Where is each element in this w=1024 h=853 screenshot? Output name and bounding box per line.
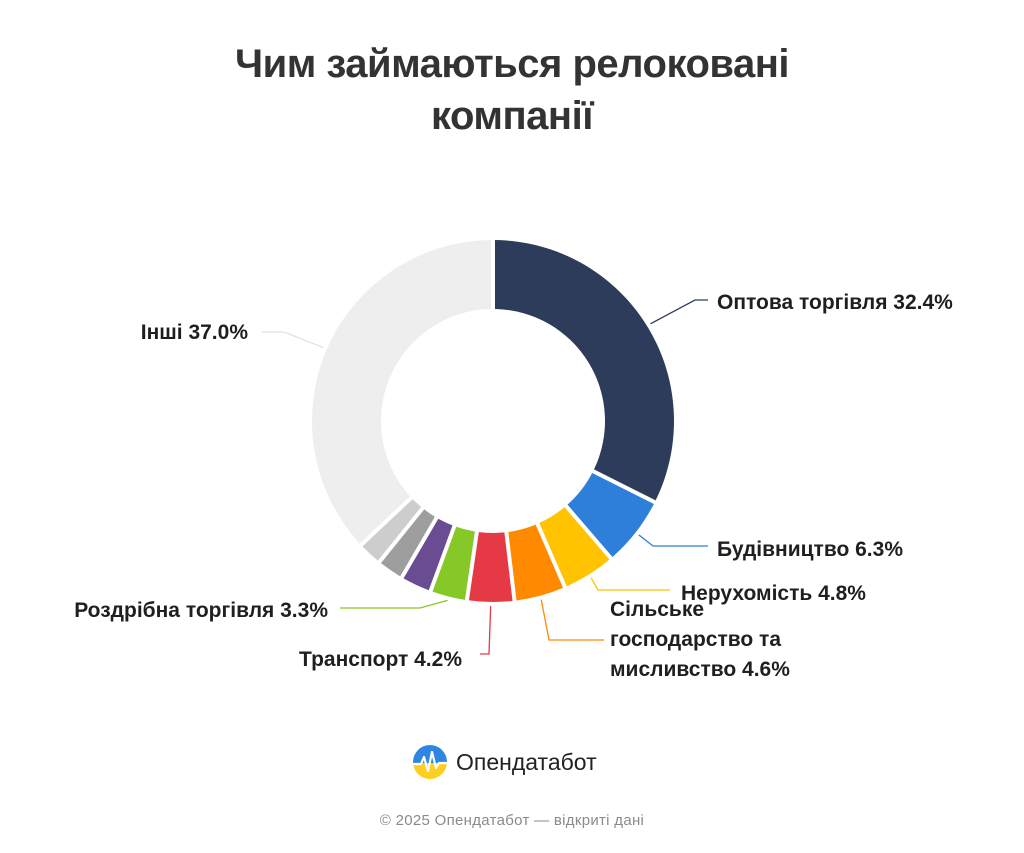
leader-line-сільське-господарство-та-мисливство [540,599,604,641]
donut-slice-unlabeled-7 [380,509,435,577]
data-label-інші: Інші 37.0% [141,321,249,344]
donut-slice-роздрібна-торгівля [432,526,475,600]
leader-line-роздрібна-торгівля [340,599,448,609]
leader-line-оптова-торгівля [650,299,708,325]
chart-title-line-1: Чим займаються релоковані [235,42,789,86]
donut-slice-інші [312,240,492,544]
chart-title: Чим займаються релоковані компанії [0,38,1024,142]
brand-name: Опендатабот [456,748,597,775]
donut-slice-unlabeled-6 [403,518,453,591]
donut-slice-транспорт [468,532,513,603]
donut-slice-будівництво [567,472,654,557]
leader-line-нерухомість [590,577,670,591]
donut-slice-unlabeled-8 [362,499,422,561]
chart-title-line-2: компанії [431,94,593,138]
brand: Опендатабот [412,742,597,782]
footer-copyright: © 2025 Опендатабот — відкриті дані [379,812,645,829]
donut-slice-нерухомість [539,507,610,587]
data-label-транспорт: Транспорт 4.2% [299,648,462,671]
donut-slice-сільське-господарство-та-мисливство [508,524,564,601]
data-label-сільське-господарство-та-мисливство: Сільське господарство та мисливство 4.6% [610,598,790,681]
leader-line-будівництво [638,534,708,547]
data-label-будівництво: Будівництво 6.3% [717,538,903,561]
leader-line-інші [262,331,324,349]
data-label-оптова-торгівля: Оптова торгівля 32.4% [717,291,953,314]
data-label-роздрібна-торгівля: Роздрібна торгівля 3.3% [74,599,328,622]
donut-slice-оптова-торгівля [494,240,674,501]
data-label-нерухомість: Нерухомість 4.8% [681,582,866,605]
leader-line-транспорт [480,605,492,655]
opendatabot-logo-icon [413,745,447,779]
